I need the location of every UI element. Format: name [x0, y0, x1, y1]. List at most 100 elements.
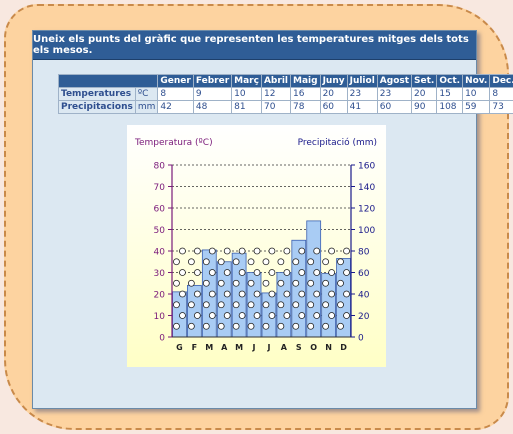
temperature-dot[interactable] [328, 312, 336, 319]
temperature-dot[interactable] [223, 290, 231, 298]
temperature-dot[interactable] [307, 258, 315, 266]
temperature-dot[interactable] [202, 322, 210, 330]
temperature-dot[interactable] [298, 290, 306, 298]
temperature-dot[interactable] [208, 312, 216, 319]
temperature-dot[interactable] [262, 258, 270, 266]
temperature-dot[interactable] [232, 258, 240, 266]
temperature-dot[interactable] [343, 247, 350, 255]
temperature-dot[interactable] [173, 279, 180, 287]
temperature-dot[interactable] [173, 322, 180, 330]
temperature-dot[interactable] [179, 247, 186, 255]
temperature-dot[interactable] [292, 322, 300, 330]
temperature-dot[interactable] [262, 301, 270, 309]
temperature-dot[interactable] [193, 312, 201, 319]
temperature-dot[interactable] [283, 312, 291, 319]
temperature-dot[interactable] [343, 312, 350, 319]
temperature-dot[interactable] [307, 322, 315, 330]
temperature-dot[interactable] [268, 247, 276, 255]
temperature-dot[interactable] [337, 322, 344, 330]
category-label: O [310, 343, 317, 352]
temperature-dot[interactable] [313, 247, 321, 255]
temperature-dot[interactable] [322, 258, 330, 266]
temperature-dot[interactable] [187, 301, 195, 309]
temperature-dot[interactable] [193, 269, 201, 276]
temperature-dot[interactable] [202, 279, 210, 287]
temperature-dot[interactable] [223, 269, 231, 276]
temperature-dot[interactable] [217, 322, 225, 330]
temperature-dot[interactable] [298, 312, 306, 319]
category-label: M [205, 343, 213, 352]
temperature-dot[interactable] [277, 258, 285, 266]
temperature-dot[interactable] [283, 247, 291, 255]
temperature-dot[interactable] [202, 258, 210, 266]
temperature-dot[interactable] [253, 269, 261, 276]
temperature-dot[interactable] [337, 279, 344, 287]
temperature-dot[interactable] [217, 258, 225, 266]
temperature-dot[interactable] [179, 269, 186, 276]
temperature-dot[interactable] [268, 269, 276, 276]
temperature-dot[interactable] [253, 247, 261, 255]
temperature-dot[interactable] [247, 301, 255, 309]
temperature-dot[interactable] [223, 247, 231, 255]
temperature-dot[interactable] [277, 322, 285, 330]
temperature-dot[interactable] [292, 301, 300, 309]
temperature-dot[interactable] [283, 269, 291, 276]
temperature-dot[interactable] [322, 279, 330, 287]
temperature-dot[interactable] [313, 312, 321, 319]
temperature-dot[interactable] [268, 290, 276, 298]
temperature-dot[interactable] [343, 269, 350, 276]
temperature-dot[interactable] [223, 312, 231, 319]
table-row: Precipitacions mm 42 48 81 70 78 60 41 60 90 108 59 7… [58, 100, 513, 114]
temperature-dot[interactable] [238, 269, 246, 276]
temperature-dot[interactable] [187, 322, 195, 330]
temperature-dot[interactable] [322, 301, 330, 309]
temperature-dot[interactable] [262, 279, 270, 287]
temperature-dot[interactable] [313, 290, 321, 298]
temperature-dot[interactable] [337, 258, 344, 266]
temperature-dot[interactable] [253, 312, 261, 319]
temperature-dot[interactable] [328, 247, 336, 255]
temperature-dot[interactable] [277, 279, 285, 287]
temperature-dot[interactable] [268, 312, 276, 319]
temperature-dot[interactable] [193, 290, 201, 298]
temperature-dot[interactable] [208, 269, 216, 276]
temperature-dot[interactable] [208, 247, 216, 255]
temperature-dot[interactable] [193, 247, 201, 255]
temperature-dot[interactable] [298, 269, 306, 276]
temperature-dot[interactable] [232, 322, 240, 330]
temperature-dot[interactable] [217, 301, 225, 309]
left-tick-label: 30 [154, 269, 166, 279]
temperature-dot[interactable] [283, 290, 291, 298]
temperature-dot[interactable] [262, 322, 270, 330]
temperature-dot[interactable] [322, 322, 330, 330]
temperature-dot[interactable] [202, 301, 210, 309]
temperature-dot[interactable] [253, 290, 261, 298]
temperature-dot[interactable] [313, 269, 321, 276]
temperature-dot[interactable] [292, 279, 300, 287]
temperature-dot[interactable] [238, 290, 246, 298]
temperature-dot[interactable] [343, 290, 350, 298]
temperature-dot[interactable] [187, 258, 195, 266]
temperature-dot[interactable] [328, 269, 336, 276]
temperature-dot[interactable] [328, 290, 336, 298]
temperature-dot[interactable] [277, 301, 285, 309]
temperature-dot[interactable] [292, 258, 300, 266]
temperature-dot[interactable] [232, 301, 240, 309]
temperature-dot[interactable] [238, 312, 246, 319]
temperature-dot[interactable] [337, 301, 344, 309]
temperature-dot[interactable] [307, 301, 315, 309]
temperature-dot[interactable] [298, 247, 306, 255]
temperature-dot[interactable] [247, 258, 255, 266]
temperature-dot[interactable] [187, 279, 195, 287]
temperature-dot[interactable] [247, 322, 255, 330]
temperature-dot[interactable] [179, 312, 186, 319]
temperature-dot[interactable] [208, 290, 216, 298]
temperature-dot[interactable] [179, 290, 186, 298]
temperature-dot[interactable] [217, 279, 225, 287]
temperature-dot[interactable] [173, 258, 180, 266]
temperature-dot[interactable] [238, 247, 246, 255]
temperature-dot[interactable] [232, 279, 240, 287]
temperature-dot[interactable] [247, 279, 255, 287]
temperature-dot[interactable] [173, 301, 180, 309]
temperature-dot[interactable] [307, 279, 315, 287]
